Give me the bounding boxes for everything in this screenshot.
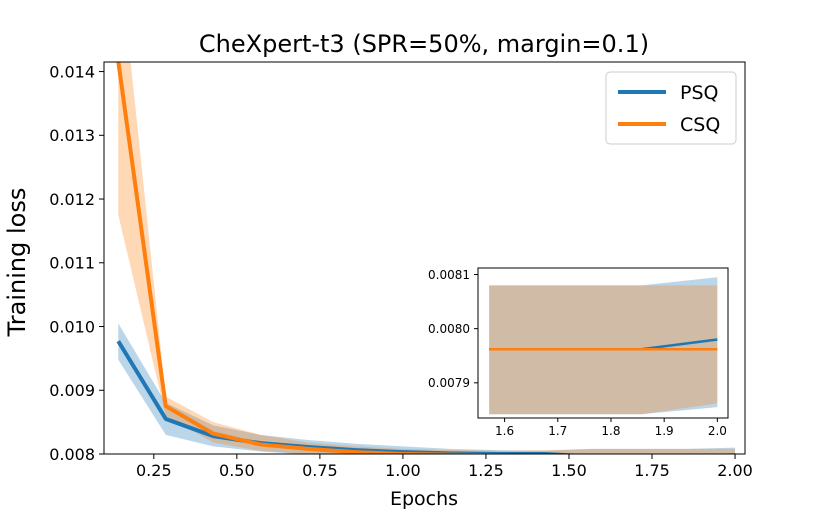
inset-x-tick-label: 1.9	[655, 424, 674, 438]
main-y-tick-label: 0.010	[49, 317, 95, 336]
main-x-tick-label: 1.25	[468, 461, 504, 480]
main-y-tick-label: 0.008	[49, 445, 95, 464]
inset-y-tick-label: 0.0081	[428, 268, 470, 282]
main-x-tick-label: 0.50	[219, 461, 255, 480]
main-x-tick-label: 2.00	[717, 461, 753, 480]
main-x-tick-label: 1.00	[385, 461, 421, 480]
x-axis-label: Epochs	[390, 488, 458, 510]
main-x-tick-label: 1.75	[634, 461, 670, 480]
legend-csq-label: CSQ	[680, 114, 720, 136]
main-frame	[103, 61, 746, 455]
y-axis-label: Training loss	[3, 188, 31, 338]
inset-zoom-plot: 1.6 1.7 1.8 1.9 2.0 0.0079 0.0080 0.0081	[428, 267, 729, 438]
legend-psq-label: PSQ	[680, 82, 718, 104]
main-x-tick-label: 1.50	[551, 461, 587, 480]
legend: PSQ CSQ	[605, 71, 737, 145]
main-y-tick-label: 0.009	[49, 381, 95, 400]
inset-y-tick-label: 0.0079	[428, 376, 470, 390]
main-plot-area: 0.25 0.50 0.75 1.00 1.25 1.50 1.75 2.00 0.008 0.0…	[49, 61, 753, 480]
main-y-tick-label: 0.014	[49, 62, 95, 81]
inset-psq-band	[489, 277, 718, 415]
main-x-tick-label: 0.25	[136, 461, 172, 480]
main-y-tick-label: 0.012	[49, 190, 95, 209]
inset-y-tick-label: 0.0080	[428, 322, 470, 336]
inset-x-tick-label: 1.6	[495, 424, 514, 438]
inset-frame	[477, 267, 729, 419]
main-y-tick-label: 0.011	[49, 254, 95, 273]
inset-x-tick-label: 2.0	[708, 424, 727, 438]
inset-x-tick-label: 1.7	[548, 424, 567, 438]
main-x-tick-label: 0.75	[302, 461, 338, 480]
main-y-tick-label: 0.013	[49, 126, 95, 145]
main-csq-line	[116, 62, 553, 454]
inset-x-tick-label: 1.8	[601, 424, 620, 438]
chart-title: CheXpert-t3 (SPR=50%, margin=0.1)	[199, 30, 649, 58]
